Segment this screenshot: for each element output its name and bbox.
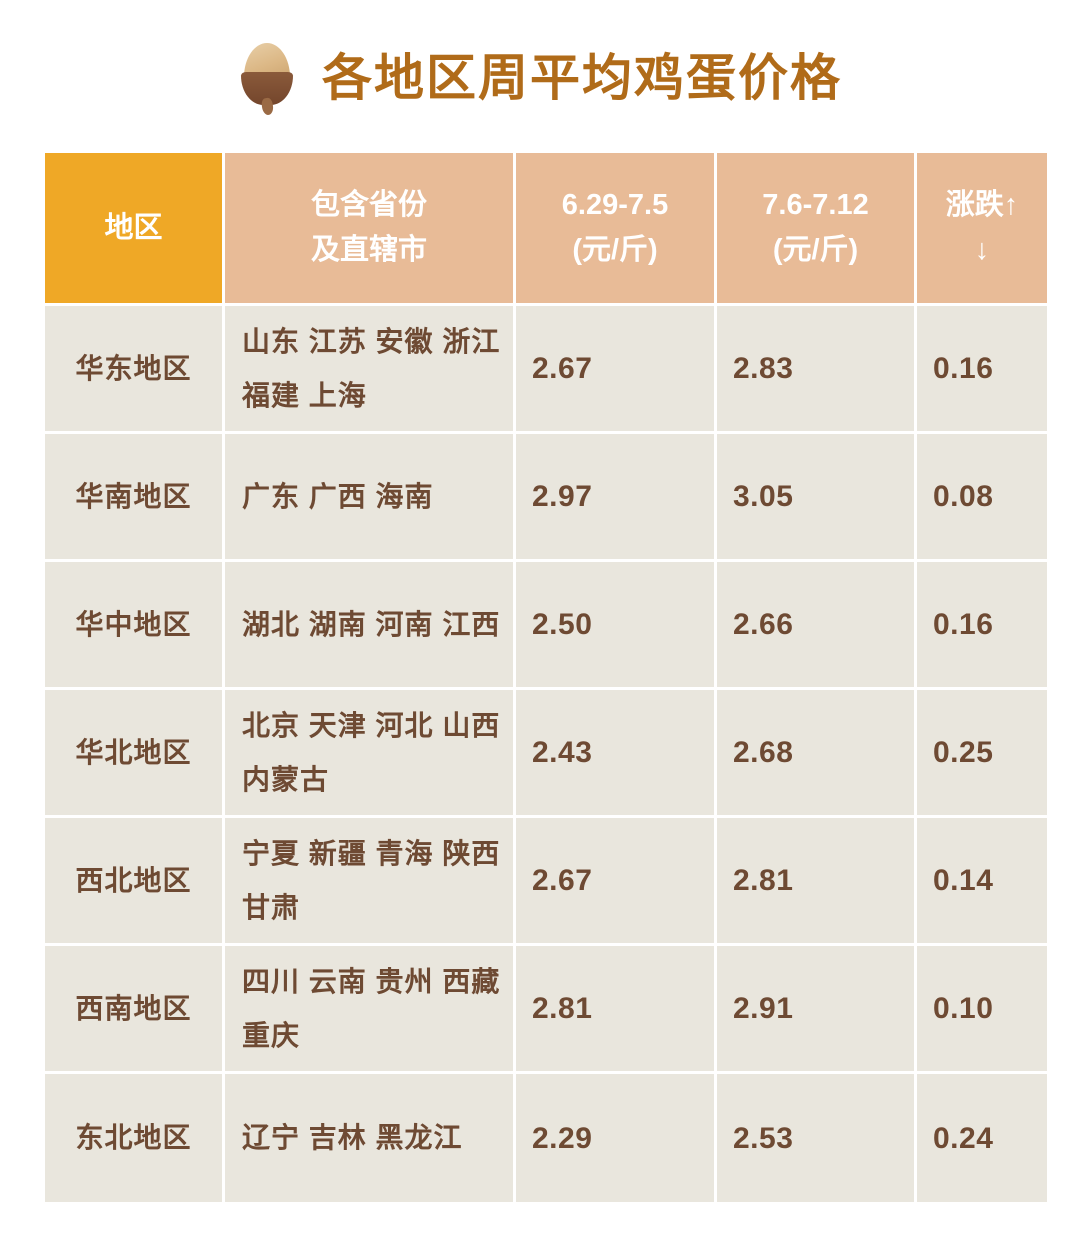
table-row: 华北地区 北京 天津 河北 山西 内蒙古 2.43 2.68 0.25: [45, 690, 1047, 815]
cell-change: 0.25: [917, 690, 1047, 815]
page-title: 各地区周平均鸡蛋价格: [322, 50, 842, 106]
acorn-icon: [238, 43, 296, 116]
table-row: 华中地区 湖北 湖南 河南 江西 2.50 2.66 0.16: [45, 562, 1047, 687]
cell-region: 西南地区: [45, 946, 222, 1071]
price-table: 地区 包含省份 及直辖市 6.29-7.5 (元/斤) 7.6-7.12 (元/…: [42, 150, 1050, 1205]
cell-week2-price: 3.05: [717, 434, 914, 559]
cell-provinces: 广东 广西 海南: [225, 434, 513, 559]
cell-week1-price: 2.67: [516, 306, 714, 431]
column-header-provinces: 包含省份 及直辖市: [225, 153, 513, 303]
column-header-week2: 7.6-7.12 (元/斤): [717, 153, 914, 303]
title-bar: 各地区周平均鸡蛋价格: [0, 0, 1080, 150]
column-header-change-line2: ↓: [974, 234, 990, 266]
table-body: 华东地区 山东 江苏 安徽 浙江 福建 上海 2.67 2.83 0.16 华南…: [45, 306, 1047, 1202]
cell-region: 华北地区: [45, 690, 222, 815]
cell-week1-price: 2.81: [516, 946, 714, 1071]
cell-week2-price: 2.68: [717, 690, 914, 815]
cell-provinces: 湖北 湖南 河南 江西: [225, 562, 513, 687]
column-header-region-line1: 地区: [104, 211, 163, 244]
cell-provinces: 山东 江苏 安徽 浙江 福建 上海: [225, 306, 513, 431]
cell-week1-price: 2.43: [516, 690, 714, 815]
table-row: 华南地区 广东 广西 海南 2.97 3.05 0.08: [45, 434, 1047, 559]
column-header-week1-line1: 6.29-7.5: [561, 189, 669, 222]
cell-week2-price: 2.53: [717, 1074, 914, 1202]
cell-change: 0.08: [917, 434, 1047, 559]
cell-week2-price: 2.91: [717, 946, 914, 1071]
cell-provinces: 宁夏 新疆 青海 陕西 甘肃: [225, 818, 513, 943]
table-header: 地区 包含省份 及直辖市 6.29-7.5 (元/斤) 7.6-7.12 (元/…: [45, 153, 1047, 303]
cell-week2-price: 2.83: [717, 306, 914, 431]
cell-region: 华南地区: [45, 434, 222, 559]
column-header-change-line1: 涨跌↑: [945, 189, 1019, 222]
cell-change: 0.16: [917, 562, 1047, 687]
cell-week1-price: 2.50: [516, 562, 714, 687]
cell-week1-price: 2.29: [516, 1074, 714, 1202]
column-header-week2-line2: (元/斤): [772, 234, 859, 266]
column-header-region: 地区: [45, 153, 222, 303]
table-header-row: 地区 包含省份 及直辖市 6.29-7.5 (元/斤) 7.6-7.12 (元/…: [45, 153, 1047, 303]
price-table-container: 地区 包含省份 及直辖市 6.29-7.5 (元/斤) 7.6-7.12 (元/…: [45, 150, 1047, 1205]
cell-week1-price: 2.67: [516, 818, 714, 943]
table-row: 西南地区 四川 云南 贵州 西藏 重庆 2.81 2.91 0.10: [45, 946, 1047, 1071]
cell-region: 东北地区: [45, 1074, 222, 1202]
column-header-provinces-line1: 包含省份: [310, 189, 427, 222]
cell-week2-price: 2.66: [717, 562, 914, 687]
table-row: 东北地区 辽宁 吉林 黑龙江 2.29 2.53 0.24: [45, 1074, 1047, 1202]
column-header-provinces-line2: 及直辖市: [310, 234, 427, 266]
column-header-week2-line1: 7.6-7.12: [762, 189, 869, 222]
cell-region: 华东地区: [45, 306, 222, 431]
cell-provinces: 四川 云南 贵州 西藏 重庆: [225, 946, 513, 1071]
column-header-week1-line2: (元/斤): [572, 234, 658, 266]
cell-week1-price: 2.97: [516, 434, 714, 559]
cell-change: 0.10: [917, 946, 1047, 1071]
column-header-change: 涨跌↑ ↓: [917, 153, 1047, 303]
cell-change: 0.16: [917, 306, 1047, 431]
table-row: 西北地区 宁夏 新疆 青海 陕西 甘肃 2.67 2.81 0.14: [45, 818, 1047, 943]
cell-week2-price: 2.81: [717, 818, 914, 943]
table-row: 华东地区 山东 江苏 安徽 浙江 福建 上海 2.67 2.83 0.16: [45, 306, 1047, 431]
cell-region: 华中地区: [45, 562, 222, 687]
column-header-week1: 6.29-7.5 (元/斤): [516, 153, 714, 303]
cell-change: 0.14: [917, 818, 1047, 943]
cell-provinces: 北京 天津 河北 山西 内蒙古: [225, 690, 513, 815]
cell-region: 西北地区: [45, 818, 222, 943]
cell-provinces: 辽宁 吉林 黑龙江: [225, 1074, 513, 1202]
cell-change: 0.24: [917, 1074, 1047, 1202]
